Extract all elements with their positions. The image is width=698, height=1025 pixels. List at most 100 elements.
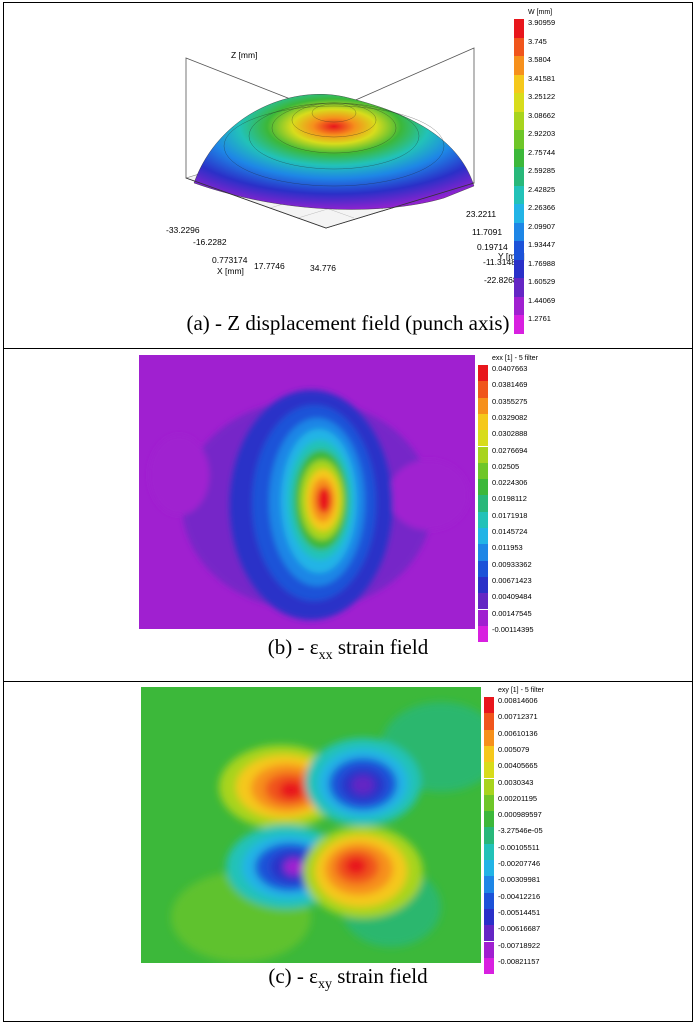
colorbar-label: 1.44069 bbox=[528, 295, 556, 305]
colorbar-swatch bbox=[478, 625, 488, 643]
colorbar-label: 0.0355275 bbox=[492, 396, 528, 406]
caption-b-suffix: strain field bbox=[332, 635, 429, 659]
colorbar-label: 0.0224306 bbox=[492, 478, 528, 488]
x-tick-label: -33.2296 bbox=[166, 225, 200, 235]
colorbar-label: 3.90959 bbox=[528, 18, 556, 27]
colorbar-label: 0.0276694 bbox=[492, 445, 528, 455]
y-tick-label: 23.2211 bbox=[466, 209, 497, 219]
x-tick-label: -16.2282 bbox=[193, 237, 227, 247]
caption-b: (b) - εxx strain field bbox=[4, 635, 692, 668]
colorbar-swatch bbox=[478, 544, 488, 561]
colorbar-label: 0.02505 bbox=[492, 461, 520, 471]
colorbar-label: 2.26366 bbox=[528, 203, 556, 212]
colorbar-swatch bbox=[514, 19, 524, 38]
colorbar-label: 0.00712371 bbox=[498, 712, 538, 722]
colorbar-swatch bbox=[514, 296, 524, 315]
colorbar-label: 1.93447 bbox=[528, 240, 556, 249]
divider-2 bbox=[4, 681, 692, 682]
colorbar-swatch bbox=[484, 876, 494, 893]
colorbar-label: 0.00671423 bbox=[492, 575, 532, 585]
colorbar-label: 0.00201195 bbox=[498, 793, 538, 803]
colorbar-swatch bbox=[484, 827, 494, 844]
colorbar-swatch bbox=[484, 729, 494, 746]
z-axis-label: Z [mm] bbox=[231, 50, 258, 60]
colorbar-label: 2.92203 bbox=[528, 129, 556, 138]
colorbar-swatch bbox=[484, 892, 494, 909]
colorbar-title: W [mm] bbox=[528, 9, 553, 16]
colorbar-swatch bbox=[478, 413, 488, 431]
colorbar-exy: exy [1] - 5 filter 0.00814606 0.00712371 0.… bbox=[484, 687, 594, 977]
colorbar-swatch bbox=[514, 167, 524, 186]
colorbar-swatch bbox=[478, 430, 488, 447]
colorbar-label: 3.25122 bbox=[528, 92, 556, 101]
colorbar-swatch bbox=[514, 74, 524, 93]
colorbar-swatch bbox=[478, 576, 488, 594]
colorbar-swatch bbox=[484, 908, 494, 926]
displacement-3d-plot bbox=[185, 47, 475, 229]
colorbar-swatch bbox=[514, 222, 524, 241]
y-tick-label: 0.19714 bbox=[477, 242, 508, 252]
panel-b: exx [1] - 5 filter 0.0407663 0.0381469 0.03… bbox=[4, 349, 692, 681]
colorbar-label: 0.00405665 bbox=[498, 761, 538, 771]
colorbar-swatch bbox=[478, 381, 488, 398]
colorbar-swatch bbox=[484, 811, 494, 828]
caption-b-prefix: (b) - ε bbox=[267, 635, 319, 659]
exy-strain-map bbox=[141, 687, 481, 963]
colorbar-label: -0.00718922 bbox=[498, 940, 541, 950]
colorbar-swatch bbox=[478, 495, 488, 512]
colorbar-label: -0.00309981 bbox=[498, 875, 541, 885]
colorbar-label: 0.0145724 bbox=[492, 527, 528, 536]
x-tick-label: 17.7746 bbox=[254, 261, 285, 271]
colorbar-label: 0.005079 bbox=[498, 744, 530, 754]
colorbar-swatch bbox=[478, 479, 488, 496]
y-axis-label: Y [mm] bbox=[498, 251, 525, 261]
colorbar-swatch bbox=[478, 511, 488, 528]
colorbar-exx: exx [1] - 5 filter 0.0407663 0.0381469 0.03… bbox=[478, 355, 588, 645]
colorbar-label: 0.0381469 bbox=[492, 380, 528, 390]
colorbar-label: 3.08662 bbox=[528, 110, 556, 120]
colorbar-label: 0.00610136 bbox=[498, 728, 538, 738]
colorbar-label: 2.09907 bbox=[528, 221, 556, 231]
colorbar-label: 0.00814606 bbox=[498, 696, 538, 705]
caption-c-suffix: strain field bbox=[331, 964, 428, 988]
colorbar-label: 3.745 bbox=[528, 36, 547, 46]
colorbar-swatch bbox=[484, 713, 494, 730]
colorbar-label: -0.00514451 bbox=[498, 907, 541, 917]
colorbar-label: 0.0407663 bbox=[492, 364, 528, 373]
colorbar-label: -0.00412216 bbox=[498, 891, 541, 901]
colorbar-swatch bbox=[484, 941, 494, 958]
colorbar-label: 2.75744 bbox=[528, 147, 556, 157]
colorbar-swatch bbox=[484, 762, 494, 779]
colorbar-label: 0.0329082 bbox=[492, 412, 528, 422]
colorbar-swatch bbox=[514, 56, 524, 75]
colorbar-label: -3.27546e-05 bbox=[498, 826, 543, 836]
colorbar-swatch bbox=[478, 593, 488, 610]
colorbar-label: 0.00409484 bbox=[492, 592, 532, 602]
divider-1 bbox=[4, 348, 692, 349]
colorbar-label: 1.60529 bbox=[528, 277, 556, 286]
colorbar-swatch bbox=[514, 130, 524, 149]
colorbar-label: 0.0030343 bbox=[498, 777, 534, 787]
colorbar-swatch bbox=[478, 446, 488, 463]
colorbar-label: 0.00147545 bbox=[492, 608, 532, 618]
caption-c-prefix: (c) - ε bbox=[268, 964, 318, 988]
caption-a: (a) - Z displacement field (punch axis) bbox=[186, 311, 510, 335]
colorbar-w: W [mm] 3.90959 3.745 3.5804 3.41581 3.25122 3.… bbox=[514, 9, 594, 334]
x-tick-label: 0.773174 bbox=[212, 255, 248, 265]
colorbar-swatch bbox=[484, 778, 494, 795]
colorbar-swatch bbox=[478, 462, 488, 480]
colorbar-swatch bbox=[484, 794, 494, 812]
colorbar-label: 1.76988 bbox=[528, 258, 556, 268]
colorbar-title: exy [1] - 5 filter bbox=[498, 687, 544, 694]
colorbar-label: 0.0302888 bbox=[492, 429, 528, 439]
colorbar-label: 3.41581 bbox=[528, 73, 556, 83]
colorbar-label: -0.00821157 bbox=[498, 956, 540, 966]
colorbar-swatch bbox=[478, 560, 488, 577]
colorbar-swatch bbox=[514, 315, 524, 334]
colorbar-swatch bbox=[514, 185, 524, 204]
colorbar-swatch bbox=[484, 925, 494, 942]
colorbar-swatch bbox=[514, 93, 524, 112]
colorbar-swatch bbox=[478, 397, 488, 414]
x-tick-label: 34.776 bbox=[310, 263, 336, 273]
colorbar-swatch bbox=[514, 204, 524, 223]
